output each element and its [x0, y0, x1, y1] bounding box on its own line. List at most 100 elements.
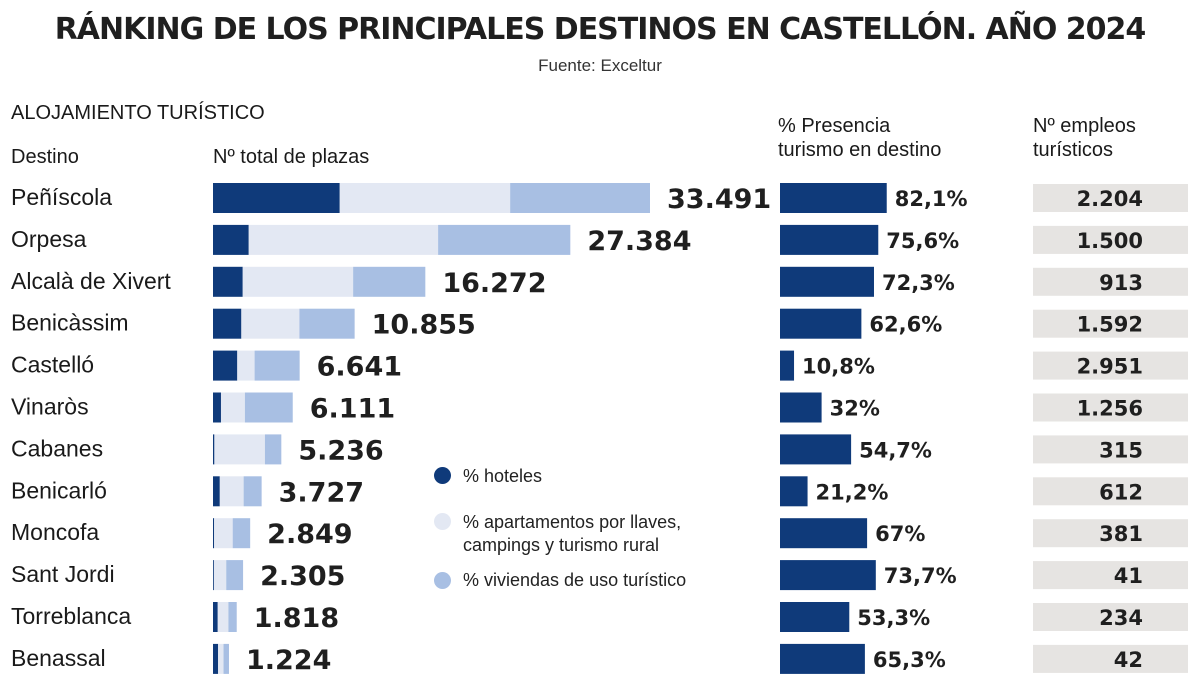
- plazas-total-label: 3.727: [279, 477, 364, 508]
- plazas-bar-apartamentos: [242, 266, 354, 297]
- plazas-bar-apartamentos: [248, 224, 439, 255]
- plazas-bar-viviendas: [244, 392, 293, 423]
- plazas-bar-hoteles: [213, 392, 221, 423]
- presencia-label: 82,1%: [895, 187, 968, 211]
- plazas-bar-hoteles: [213, 224, 249, 255]
- legend-label-apartamentos: % apartamentos por llaves, campings y tu…: [463, 511, 681, 557]
- presencia-label: 54,7%: [859, 438, 932, 462]
- empleos-value: 1.592: [1077, 313, 1143, 337]
- presencia-bar: [780, 224, 879, 255]
- plazas-bar-apartamentos: [213, 560, 227, 591]
- chart-source: Fuente: Exceltur: [538, 56, 662, 75]
- empleos-value: 42: [1114, 648, 1143, 672]
- empleos-cell: [1033, 477, 1188, 506]
- plazas-bar-viviendas: [232, 518, 251, 549]
- presencia-label: 32%: [830, 397, 880, 421]
- presencia-label: 10,8%: [802, 355, 875, 379]
- presencia-bar: [780, 560, 876, 591]
- plazas-bar-hoteles: [213, 643, 219, 674]
- legend-swatch-viviendas: [434, 572, 451, 589]
- legend-label-hoteles: % hoteles: [463, 466, 543, 486]
- empleos-cell: [1033, 309, 1188, 338]
- destino-label: Peñíscola: [11, 184, 112, 210]
- plazas-bar-hoteles: [213, 476, 220, 507]
- plazas-total-label: 1.224: [246, 645, 331, 676]
- plazas-total-label: 6.641: [317, 352, 402, 383]
- column-header-plazas: Nº total de plazas: [213, 146, 370, 168]
- plazas-total-label: 6.111: [310, 394, 395, 425]
- presencia-bar: [780, 476, 808, 507]
- plazas-total-label: 1.818: [254, 603, 339, 634]
- presencia-bar: [780, 392, 822, 423]
- destino-label: Alcalà de Xivert: [11, 268, 171, 294]
- plazas-bar-hoteles: [213, 518, 215, 549]
- plazas-bar-apartamentos: [219, 476, 244, 507]
- destino-label: Benicàssim: [11, 310, 129, 336]
- presencia-label: 65,3%: [873, 648, 946, 672]
- column-header-empleos-line1: Nº empleos: [1033, 115, 1136, 137]
- chart-title: RÁNKING DE LOS PRINCIPALES DESTINOS EN C…: [54, 12, 1147, 47]
- presencia-bar: [780, 602, 850, 632]
- presencia-label: 67%: [875, 522, 925, 546]
- plazas-bar-apartamentos: [214, 518, 233, 549]
- destino-label: Cabanes: [11, 435, 103, 461]
- plazas-total-label: 16.272: [442, 268, 546, 299]
- plazas-bar-hoteles: [213, 308, 242, 339]
- plazas-bar-viviendas: [299, 308, 355, 339]
- empleos-value: 41: [1114, 564, 1143, 588]
- plazas-total-label: 27.384: [587, 226, 691, 257]
- section-heading: ALOJAMIENTO TURÍSTICO: [11, 102, 265, 124]
- plazas-total-label: 5.236: [298, 435, 383, 466]
- plazas-bar-apartamentos: [237, 350, 255, 381]
- plazas-bar-hoteles: [213, 434, 215, 465]
- plazas-total-label: 33.491: [667, 184, 771, 215]
- presencia-bar: [780, 266, 874, 297]
- empleos-cell: [1033, 603, 1188, 631]
- legend-label-apartamentos-line2: campings y turismo rural: [463, 535, 660, 555]
- presencia-label: 53,3%: [857, 606, 930, 630]
- column-header-presencia: % Presencia turismo en destino: [778, 114, 941, 162]
- empleos-value: 381: [1099, 522, 1143, 546]
- legend-swatch-apartamentos: [434, 513, 451, 530]
- empleos-value: 1.500: [1077, 229, 1143, 253]
- destino-label: Moncofa: [11, 519, 99, 545]
- presencia-bar: [780, 434, 852, 465]
- plazas-bar-hoteles: [213, 350, 238, 381]
- plazas-bar-viviendas: [223, 643, 229, 674]
- legend-label-viviendas: % viviendas de uso turístico: [463, 570, 687, 590]
- plazas-bar-viviendas: [264, 434, 282, 465]
- plazas-bar-hoteles: [213, 266, 243, 297]
- presencia-label: 72,3%: [882, 271, 955, 295]
- destino-label: Torreblanca: [11, 603, 131, 629]
- presencia-label: 75,6%: [886, 229, 959, 253]
- empleos-cell: [1033, 267, 1188, 296]
- plazas-bar-viviendas: [510, 183, 650, 213]
- empleos-cell: [1033, 435, 1188, 464]
- empleos-value: 2.204: [1077, 187, 1143, 211]
- destino-label: Orpesa: [11, 226, 87, 252]
- destino-label: Sant Jordi: [11, 561, 115, 587]
- presencia-label: 21,2%: [816, 480, 889, 504]
- plazas-bar-hoteles: [213, 602, 218, 632]
- empleos-value: 612: [1099, 480, 1143, 504]
- empleos-cell: [1033, 644, 1188, 673]
- empleos-cell: [1033, 184, 1188, 212]
- column-header-presencia-line1: % Presencia: [778, 115, 891, 137]
- legend-label-apartamentos-line1: % apartamentos por llaves,: [463, 512, 682, 532]
- empleos-value: 234: [1099, 606, 1143, 630]
- presencia-bar: [780, 350, 795, 381]
- plazas-bar-viviendas: [243, 476, 262, 507]
- presencia-bar: [780, 518, 868, 549]
- plazas-bar-apartamentos: [241, 308, 300, 339]
- plazas-bar-apartamentos: [339, 183, 511, 213]
- plazas-bar-apartamentos: [220, 392, 245, 423]
- plazas-bar-hoteles: [213, 560, 214, 591]
- plazas-bar-apartamentos: [217, 602, 229, 632]
- presencia-label: 73,7%: [884, 564, 957, 588]
- column-header-empleos: Nº empleos turísticos: [1033, 114, 1136, 162]
- empleos-value: 913: [1099, 271, 1143, 295]
- empleos-cell: [1033, 225, 1188, 254]
- plazas-bar-apartamentos: [214, 434, 265, 465]
- plazas-bar-viviendas: [228, 602, 237, 632]
